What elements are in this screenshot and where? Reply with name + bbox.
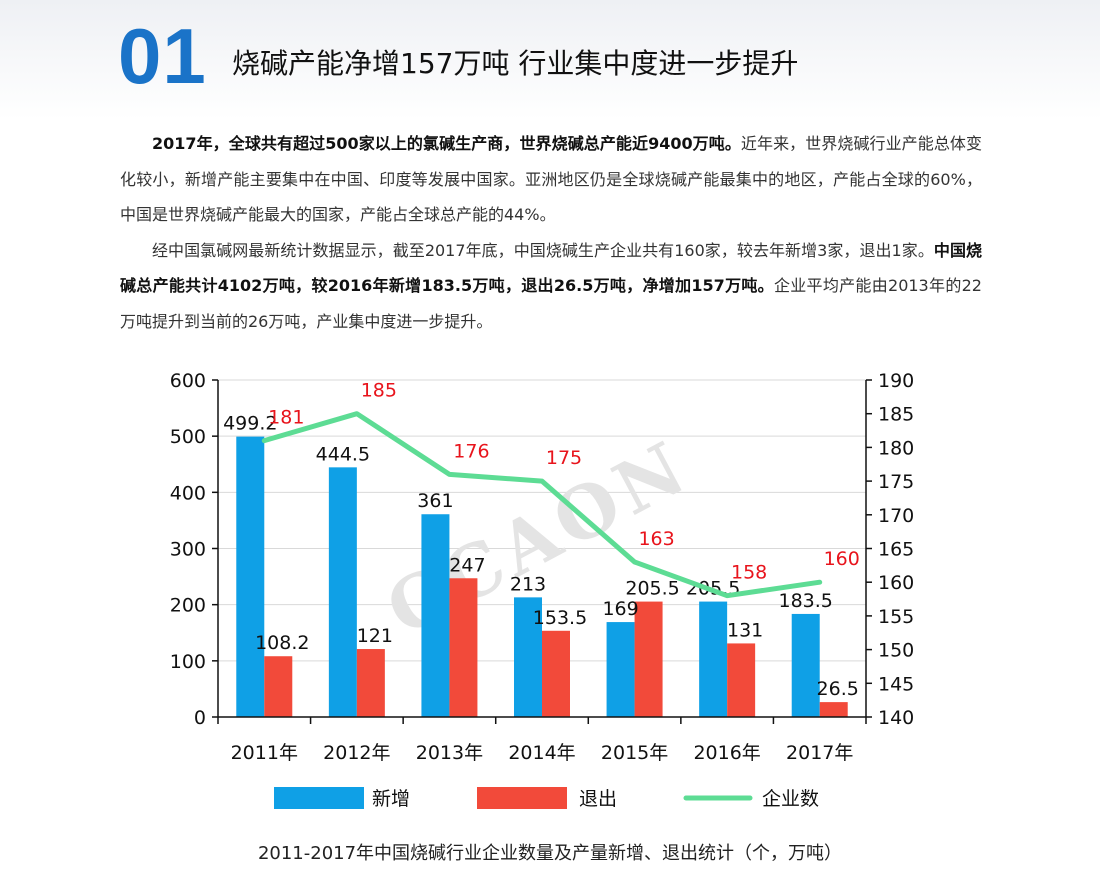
bar-new xyxy=(606,622,635,717)
bar-new xyxy=(699,601,728,717)
bar-label-new: 361 xyxy=(417,490,453,512)
line-label: 163 xyxy=(638,528,674,550)
tick-label-right: 165 xyxy=(878,539,914,561)
tick-label-left: 500 xyxy=(170,426,206,448)
tick-label-left: 0 xyxy=(194,707,206,729)
line-label: 181 xyxy=(268,407,304,429)
tick-label-right: 180 xyxy=(878,437,914,459)
chart-caption: 2011-2017年中国烧碱行业企业数量及产量新增、退出统计（个，万吨） xyxy=(257,843,843,864)
bar-new xyxy=(236,436,265,717)
tick-label-x: 2012年 xyxy=(323,742,390,764)
bar-label-new: 183.5 xyxy=(779,590,833,612)
sentence: 近年来，世界烧碱行业产能总体变化较小，新增产能主要集中在中国、印度等发展中国家。… xyxy=(120,134,982,224)
bar-label-new: 499.2 xyxy=(223,413,277,435)
tick-label-left: 200 xyxy=(170,595,206,617)
legend-swatch-exit xyxy=(477,787,567,809)
tick-label-x: 2016年 xyxy=(693,742,760,764)
section-number: 01 xyxy=(118,12,207,100)
bar-exit xyxy=(356,649,385,717)
bar-label-exit: 121 xyxy=(357,625,393,647)
bar-new xyxy=(421,514,450,717)
tick-label-x: 2014年 xyxy=(508,742,575,764)
tick-label-left: 300 xyxy=(170,539,206,561)
tick-label-x: 2013年 xyxy=(416,742,483,764)
bar-new xyxy=(328,467,357,717)
line-label: 175 xyxy=(546,447,582,469)
bar-label-exit: 26.5 xyxy=(817,678,859,700)
sentence: 经中国氯碱网最新统计数据显示，截至2017年底，中国烧碱生产企业共有160家，较… xyxy=(152,240,934,260)
tick-label-left: 400 xyxy=(170,482,206,504)
legend-label-new: 新增 xyxy=(372,788,410,810)
legend-label-exit: 退出 xyxy=(579,788,617,810)
line-label: 158 xyxy=(731,562,767,584)
bar-label-new: 213 xyxy=(510,573,546,595)
bar-new xyxy=(514,597,542,717)
line-label: 185 xyxy=(361,380,397,402)
legend-swatch-new xyxy=(274,787,364,809)
bar-label-exit: 108.2 xyxy=(255,632,309,654)
bar-new xyxy=(791,613,820,717)
article-body: 2017年，全球共有超过500家以上的氯碱生产商，世界烧碱总产能近9400万吨。… xyxy=(120,126,982,339)
tick-label-right: 160 xyxy=(878,572,914,594)
legend-label-line: 企业数 xyxy=(762,788,819,810)
line-label: 176 xyxy=(453,440,489,462)
tick-label-x: 2017年 xyxy=(786,742,853,764)
tick-label-right: 150 xyxy=(878,640,914,662)
bar-exit xyxy=(542,630,570,717)
tick-label-right: 155 xyxy=(878,606,914,628)
highlighted-sentence: 2017年，全球共有超过500家以上的氯碱生产商，世界烧碱总产能近9400万吨。 xyxy=(152,134,741,153)
paragraph-2: 经中国氯碱网最新统计数据显示，截至2017年底，中国烧碱生产企业共有160家，较… xyxy=(120,233,982,340)
tick-label-right: 140 xyxy=(878,707,914,729)
bar-label-exit: 205.5 xyxy=(625,578,679,600)
tick-label-x: 2011年 xyxy=(231,742,298,764)
bar-exit xyxy=(819,702,848,717)
bar-exit xyxy=(264,656,293,717)
bar-label-new: 444.5 xyxy=(316,443,370,465)
paragraph-1: 2017年，全球共有超过500家以上的氯碱生产商，世界烧碱总产能近9400万吨。… xyxy=(120,126,982,233)
bar-label-exit: 247 xyxy=(449,554,485,576)
tick-label-right: 185 xyxy=(878,404,914,426)
line-label: 160 xyxy=(824,548,860,570)
tick-label-left: 100 xyxy=(170,651,206,673)
bar-label-exit: 131 xyxy=(727,619,763,641)
tick-label-right: 145 xyxy=(878,673,914,695)
header-background xyxy=(0,0,1100,120)
tick-label-right: 175 xyxy=(878,471,914,493)
bar-label-exit: 153.5 xyxy=(533,607,587,629)
section-title: 烧碱产能净增157万吨 行业集中度进一步提升 xyxy=(232,47,799,80)
tick-label-right: 170 xyxy=(878,505,914,527)
bar-exit xyxy=(727,643,756,717)
sentence: 企业平均产能由2013年的22万吨提升到当前的26万吨，产业集中度进一步提升。 xyxy=(120,276,982,331)
tick-label-x: 2015年 xyxy=(601,742,668,764)
tick-label-right: 190 xyxy=(878,370,914,392)
bar-exit xyxy=(634,601,663,717)
bar-exit xyxy=(449,578,478,717)
highlighted-sentence: 中国烧碱总产能共计4102万吨，较2016年新增183.5万吨，退出26.5万吨… xyxy=(120,240,982,296)
tick-label-left: 600 xyxy=(170,370,206,392)
bar-label-new: 169 xyxy=(602,598,638,620)
